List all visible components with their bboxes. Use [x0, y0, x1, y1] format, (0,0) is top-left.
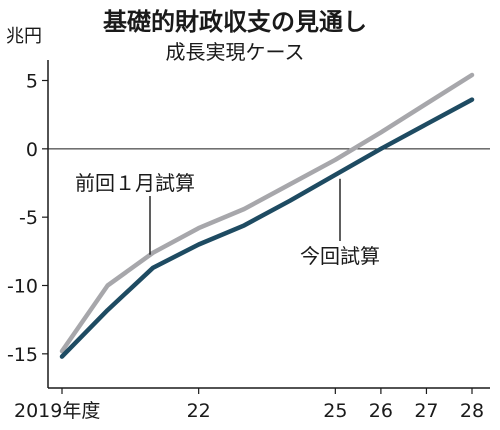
chart-title: 基礎的財政収支の見通し	[103, 8, 367, 36]
x-tick-label: 26	[369, 400, 393, 422]
series-line-previous	[59, 72, 475, 354]
y-axis-unit-label: 兆円	[6, 26, 42, 47]
y-tick-label: -15	[7, 344, 38, 366]
x-tick-label: 28	[460, 400, 484, 422]
series-label-current: 今回試算	[300, 244, 380, 268]
x-tick-label: 27	[414, 400, 438, 422]
x-tick-label: 22	[187, 400, 211, 422]
y-tick-label: 0	[26, 139, 38, 161]
y-tick-label: -10	[7, 276, 38, 298]
series-label-previous: 前回１月試算	[75, 171, 195, 195]
series-line-current	[59, 97, 475, 359]
x-tick-label: 2019年度	[14, 400, 100, 422]
y-tick-label: 5	[26, 71, 38, 93]
chart-subtitle: 成長実現ケース	[165, 40, 305, 64]
x-tick-label: 25	[323, 400, 347, 422]
y-tick-label: -5	[19, 207, 38, 229]
